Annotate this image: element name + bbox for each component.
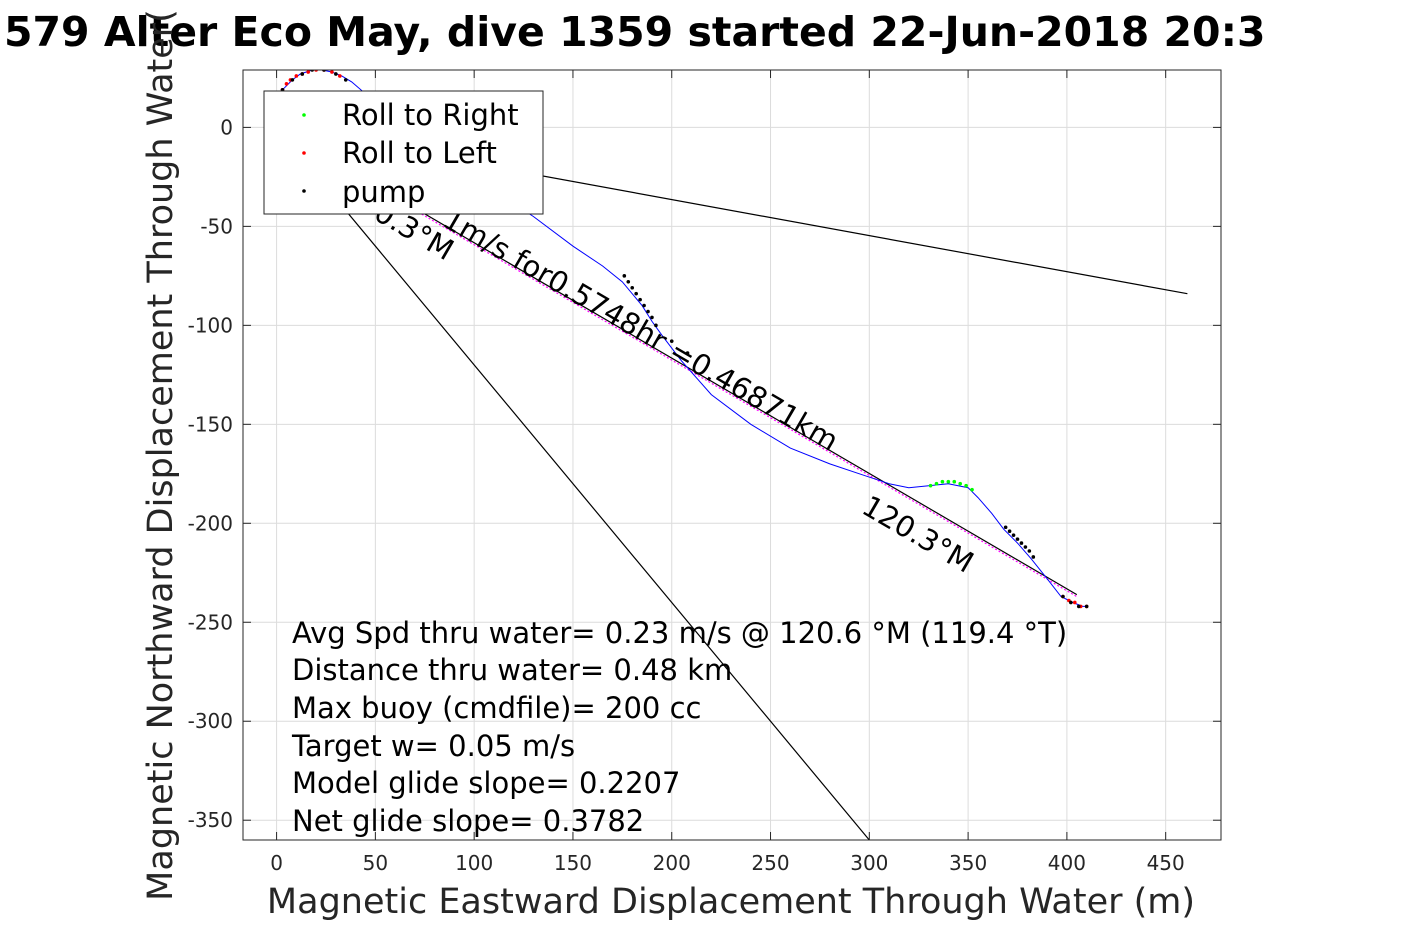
pump-point: [1023, 545, 1028, 549]
info-net-glide: Net glide slope= 0.3782: [292, 804, 644, 838]
x-tick-label: 200: [653, 851, 691, 875]
roll-left-point: [294, 74, 299, 78]
info-avg-speed: Avg Spd thru water= 0.23 m/s @ 120.6 °M …: [292, 616, 1067, 650]
pump-point: [1069, 600, 1073, 605]
legend-marker-roll-left: [302, 151, 306, 155]
pump-point: [669, 339, 674, 343]
pump-point: [1011, 533, 1016, 537]
roll-right-point: [940, 479, 945, 484]
x-tick-label: 450: [1147, 851, 1185, 875]
roll-left-point: [306, 70, 311, 74]
x-axis-label: Magnetic Eastward Displacement Through W…: [267, 882, 1195, 922]
info-distance: Distance thru water= 0.48 km: [292, 653, 732, 687]
roll-right-point: [934, 481, 939, 486]
x-axis-ticks: 0 50 100 150 200 250 300 350 400 450: [270, 70, 1185, 875]
roll-left-point: [1072, 600, 1077, 605]
x-tick-label: 250: [751, 851, 789, 875]
x-tick-label: 350: [949, 851, 987, 875]
roll-left-point: [284, 82, 289, 86]
x-tick-label: 400: [1048, 851, 1086, 875]
pump-point: [1031, 555, 1036, 559]
roll-left-point: [330, 70, 334, 74]
y-tick-label: -350: [188, 808, 233, 832]
roll-right-point: [958, 481, 962, 486]
pump-point: [642, 303, 646, 308]
heading-line: [276, 128, 1078, 598]
pump-point: [300, 72, 305, 76]
pump-point: [650, 315, 654, 320]
legend-label-roll-right: Roll to Right: [342, 98, 519, 132]
y-axis-label: Magnetic Northward Displacement Through …: [141, 9, 181, 901]
roll-right-point: [946, 479, 951, 484]
pump-point: [685, 351, 690, 355]
pump-point: [343, 78, 348, 82]
y-tick-label: -250: [188, 610, 233, 634]
dive-track-line: [282, 70, 1087, 607]
roll-right-point: [928, 483, 933, 488]
info-model-glide: Model glide slope= 0.2207: [292, 766, 680, 800]
roll-right-point: [970, 487, 974, 492]
info-max-buoy: Max buoy (cmdfile)= 200 cc: [292, 691, 701, 725]
legend-marker-pump: [302, 189, 306, 193]
legend-label-pump: pump: [342, 175, 425, 209]
legend: Roll to Right Roll to Left pump: [263, 90, 544, 215]
roll-right-point: [952, 479, 957, 484]
y-tick-label: -300: [188, 709, 233, 733]
pump-point: [290, 78, 295, 82]
pump-point: [1076, 604, 1081, 609]
pump-point: [626, 279, 631, 284]
x-tick-label: 50: [363, 851, 388, 875]
x-tick-label: 150: [554, 851, 592, 875]
dive-summary: Avg Spd thru water= 0.23 m/s @ 120.6 °M …: [291, 616, 1067, 838]
pump-point: [1061, 594, 1065, 599]
info-target-w: Target w= 0.05 m/s: [291, 729, 575, 763]
pump-point: [1015, 537, 1020, 541]
legend-marker-roll-right: [302, 113, 306, 117]
y-tick-label: -100: [188, 313, 233, 337]
pump-point: [634, 291, 638, 296]
pump-point: [1003, 525, 1008, 530]
pump-point: [638, 297, 642, 302]
pump-point: [1027, 549, 1032, 553]
pump-point: [1019, 541, 1024, 545]
chart-title: 579 Alter Eco May, dive 1359 started 22-…: [4, 8, 1266, 56]
x-tick-label: 300: [850, 851, 888, 875]
y-tick-label: 0: [220, 115, 233, 139]
points-layer: [280, 70, 1089, 609]
pump-point: [334, 72, 338, 76]
y-tick-label: -150: [188, 412, 233, 436]
legend-label-roll-left: Roll to Left: [342, 136, 497, 170]
pump-point: [1084, 604, 1089, 609]
pump-point: [630, 285, 635, 290]
y-tick-label: -50: [200, 214, 233, 238]
pump-point: [654, 323, 658, 328]
roll-left-point: [338, 74, 342, 78]
y-tick-label: -200: [188, 511, 233, 535]
cone-line-2: [276, 127, 870, 840]
roll-right-point: [964, 483, 968, 488]
x-tick-label: 100: [455, 851, 493, 875]
pump-point: [622, 274, 627, 278]
x-tick-label: 0: [270, 851, 283, 875]
y-axis-ticks: 0 -50 -100 -150 -200 -250 -300 -350: [188, 115, 1221, 832]
pump-point: [646, 309, 650, 314]
pump-point: [1007, 529, 1012, 534]
axes-box: [242, 69, 1222, 841]
